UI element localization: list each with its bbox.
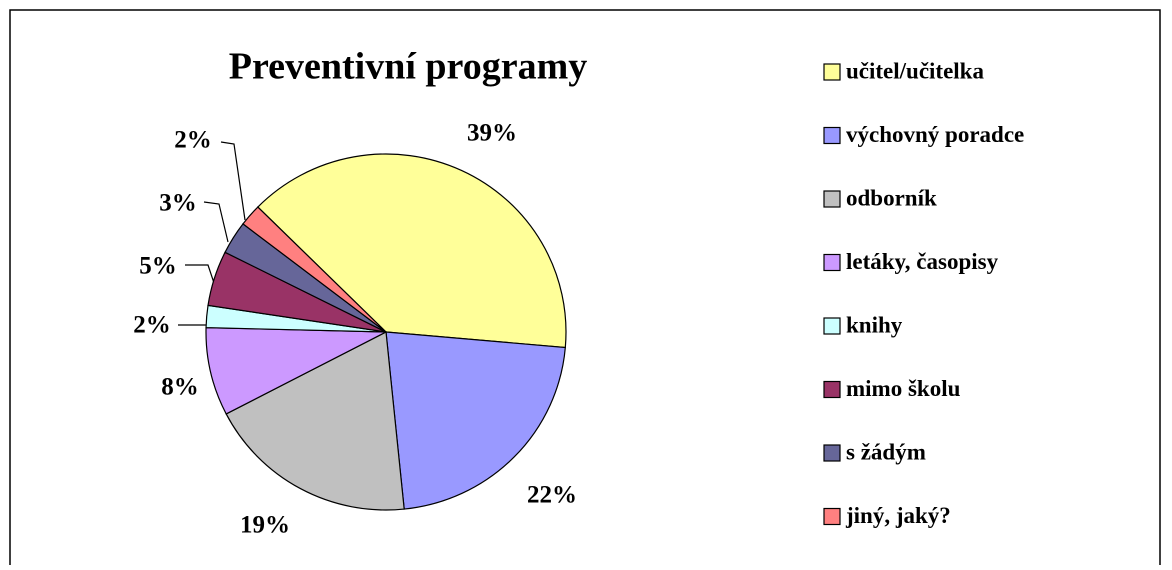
legend-swatch <box>823 507 841 526</box>
pie-slice <box>225 331 405 511</box>
legend-label: letáky, časopisy <box>846 249 999 274</box>
data-label: 2% <box>174 127 212 154</box>
legend-label: jiný, jaký? <box>845 503 951 528</box>
legend-swatch <box>823 63 841 81</box>
legend-swatch <box>823 253 841 272</box>
legend-label: odborník <box>846 185 937 210</box>
legend-label: mimo školu <box>846 376 961 401</box>
legend-label: knihy <box>846 312 903 337</box>
chart-frame <box>9 9 1161 570</box>
pie-slice <box>205 327 387 415</box>
legend-swatch <box>823 380 841 399</box>
data-label: 3% <box>159 190 197 217</box>
data-label: 22% <box>527 482 577 509</box>
leader-lines <box>178 141 246 326</box>
data-label: 39% <box>467 120 517 147</box>
pie-slice <box>242 206 387 333</box>
legend-label: výchovný poradce <box>846 122 1024 147</box>
legend-swatch <box>823 126 841 145</box>
data-label: 5% <box>139 253 177 280</box>
chart-title: Preventivní programy <box>229 46 588 88</box>
pie-slice <box>385 331 566 510</box>
pie-slice <box>256 153 567 349</box>
data-label: 8% <box>161 374 199 401</box>
data-label: 2% <box>133 312 171 339</box>
legend-swatch <box>823 317 841 335</box>
legend-swatch <box>823 444 841 462</box>
legend-label: učitel/učitelka <box>846 58 984 83</box>
legend-label: s žádým <box>846 439 926 464</box>
data-label: 19% <box>240 512 290 539</box>
legend-swatch <box>823 190 841 208</box>
